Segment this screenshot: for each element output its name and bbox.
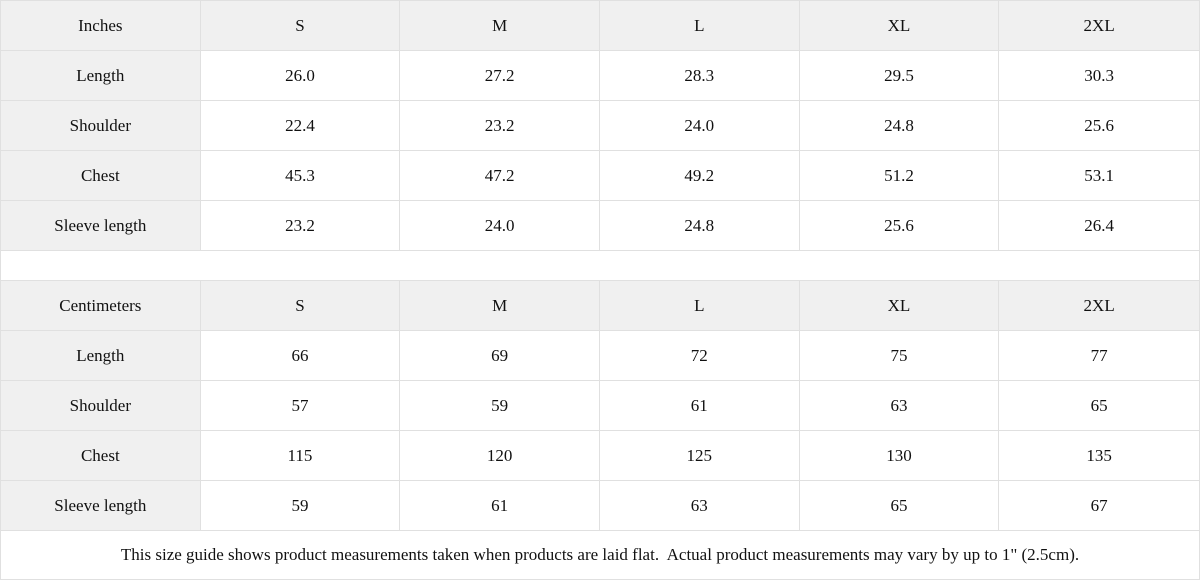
row-label-cell: Shoulder (1, 101, 201, 151)
value-cell: 24.8 (599, 201, 800, 251)
value-cell: 24.0 (599, 101, 800, 151)
size-header-cell: L (599, 281, 800, 331)
value-cell: 24.8 (799, 101, 1000, 151)
value-cell: 135 (999, 431, 1199, 481)
size-header-cell: S (200, 281, 401, 331)
table-row: Length 26.0 27.2 28.3 29.5 30.3 (1, 51, 1199, 101)
value-cell: 26.4 (999, 201, 1199, 251)
unit-header-cell: Centimeters (1, 281, 201, 331)
row-label-cell: Sleeve length (1, 201, 201, 251)
value-cell: 65 (799, 481, 1000, 531)
value-cell: 63 (799, 381, 1000, 431)
value-cell: 29.5 (799, 51, 1000, 101)
table-row: Sleeve length 59 61 63 65 67 (1, 481, 1199, 531)
value-cell: 61 (599, 381, 800, 431)
table-row: Shoulder 22.4 23.2 24.0 24.8 25.6 (1, 101, 1199, 151)
value-cell: 120 (400, 431, 600, 481)
value-cell: 49.2 (599, 151, 800, 201)
value-cell: 115 (200, 431, 401, 481)
value-cell: 65 (999, 381, 1199, 431)
value-cell: 69 (400, 331, 600, 381)
row-label-cell: Length (1, 51, 201, 101)
value-cell: 23.2 (200, 201, 401, 251)
table-row: Chest 45.3 47.2 49.2 51.2 53.1 (1, 151, 1199, 201)
size-header-cell: XL (799, 281, 1000, 331)
value-cell: 59 (400, 381, 600, 431)
size-header-cell: M (400, 1, 600, 51)
value-cell: 22.4 (200, 101, 401, 151)
inches-size-table: Inches S M L XL 2XL Length 26.0 27.2 28.… (1, 1, 1199, 251)
value-cell: 66 (200, 331, 401, 381)
value-cell: 130 (799, 431, 1000, 481)
value-cell: 61 (400, 481, 600, 531)
table-row: Length 66 69 72 75 77 (1, 331, 1199, 381)
row-label-cell: Shoulder (1, 381, 201, 431)
value-cell: 63 (599, 481, 800, 531)
row-label-cell: Sleeve length (1, 481, 201, 531)
value-cell: 27.2 (400, 51, 600, 101)
size-header-cell: M (400, 281, 600, 331)
value-cell: 125 (599, 431, 800, 481)
value-cell: 57 (200, 381, 401, 431)
row-label-cell: Chest (1, 151, 201, 201)
table-row: Shoulder 57 59 61 63 65 (1, 381, 1199, 431)
value-cell: 67 (999, 481, 1199, 531)
value-cell: 26.0 (200, 51, 401, 101)
value-cell: 59 (200, 481, 401, 531)
section-spacer (1, 251, 1199, 281)
value-cell: 47.2 (400, 151, 600, 201)
value-cell: 77 (999, 331, 1199, 381)
table-header-row: Inches S M L XL 2XL (1, 1, 1199, 51)
size-header-cell: L (599, 1, 800, 51)
table-row: Chest 115 120 125 130 135 (1, 431, 1199, 481)
value-cell: 30.3 (999, 51, 1199, 101)
unit-header-cell: Inches (1, 1, 201, 51)
table-row: Sleeve length 23.2 24.0 24.8 25.6 26.4 (1, 201, 1199, 251)
table-header-row: Centimeters S M L XL 2XL (1, 281, 1199, 331)
row-label-cell: Length (1, 331, 201, 381)
value-cell: 25.6 (799, 201, 1000, 251)
size-header-cell: XL (799, 1, 1000, 51)
value-cell: 75 (799, 331, 1000, 381)
size-header-cell: S (200, 1, 401, 51)
value-cell: 53.1 (999, 151, 1199, 201)
row-label-cell: Chest (1, 431, 201, 481)
size-header-cell: 2XL (999, 281, 1199, 331)
size-header-cell: 2XL (999, 1, 1199, 51)
size-guide-note: This size guide shows product measuremen… (1, 531, 1199, 579)
value-cell: 25.6 (999, 101, 1199, 151)
value-cell: 28.3 (599, 51, 800, 101)
value-cell: 23.2 (400, 101, 600, 151)
centimeters-size-table: Centimeters S M L XL 2XL Length 66 69 72… (1, 281, 1199, 531)
value-cell: 72 (599, 331, 800, 381)
value-cell: 45.3 (200, 151, 401, 201)
value-cell: 51.2 (799, 151, 1000, 201)
value-cell: 24.0 (400, 201, 600, 251)
